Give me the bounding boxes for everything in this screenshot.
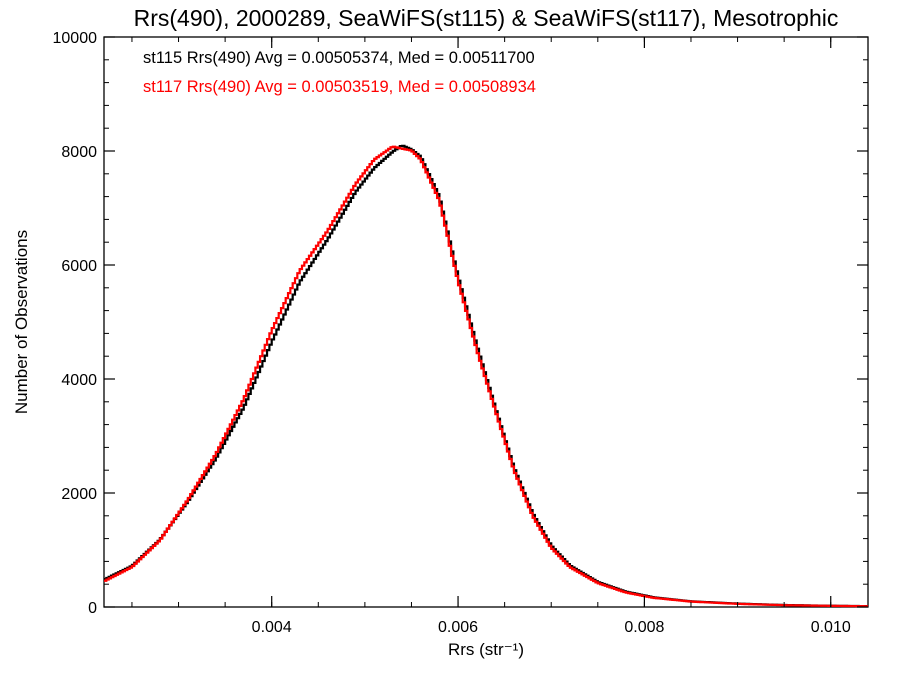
- legend-entry-st117: st117 Rrs(490) Avg = 0.00503519, Med = 0…: [143, 78, 536, 96]
- plot-frame: [103, 36, 869, 608]
- chart-title: Rrs(490), 2000289, SeaWiFS(st115) & SeaW…: [134, 5, 839, 31]
- y-tick-label: 2000: [61, 486, 97, 503]
- plot-area: 0.004 0.006 0.008 0.010 0 2000 4000 6000 8000 100…: [53, 30, 869, 636]
- y-axis-label: Number of Observations: [12, 230, 31, 414]
- legend-entry-st115: st115 Rrs(490) Avg = 0.00505374, Med = 0…: [143, 49, 535, 67]
- x-tick-label: 0.006: [438, 619, 478, 636]
- series-line-st117: [104, 145, 868, 608]
- x-tick-label: 0.010: [811, 619, 851, 636]
- y-tick-label: 10000: [53, 30, 98, 47]
- series-layer: [104, 144, 868, 608]
- y-tick-label: 6000: [61, 258, 97, 275]
- x-tick-label: 0.008: [624, 619, 664, 636]
- x-tick-label: 0.004: [252, 619, 292, 636]
- y-tick-label: 4000: [61, 372, 97, 389]
- y-tick-label: 0: [88, 600, 97, 617]
- y-tick-label: 8000: [61, 144, 97, 161]
- tick-layer: 0.004 0.006 0.008 0.010 0 2000 4000 6000 8000 100…: [53, 30, 868, 636]
- x-axis-label: Rrs (str⁻¹): [448, 640, 524, 659]
